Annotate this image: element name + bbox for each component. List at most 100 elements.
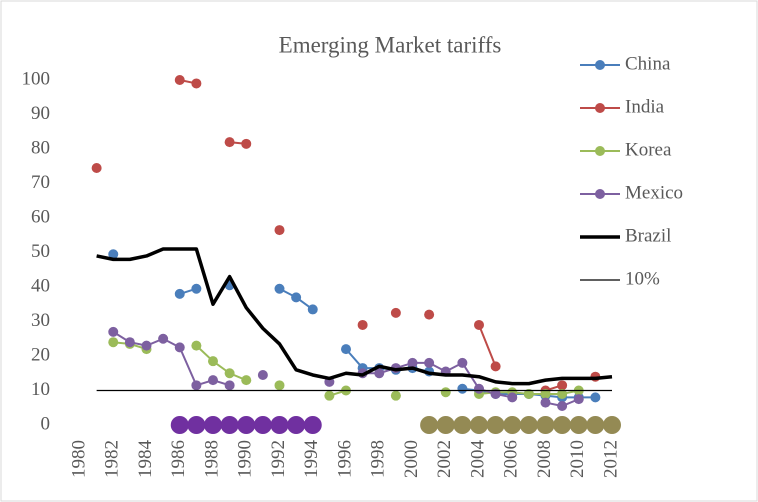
x-tick-label: 1994 <box>301 440 322 479</box>
data-point <box>440 387 451 398</box>
data-point <box>519 416 538 434</box>
chart-title: Emerging Market tariffs <box>279 32 502 57</box>
x-tick-label: 1996 <box>334 440 355 478</box>
data-point <box>174 288 185 299</box>
data-point <box>270 416 289 434</box>
legend-label: 10% <box>625 268 660 289</box>
data-point <box>291 292 302 303</box>
y-tick-label: 80 <box>31 137 50 158</box>
data-point <box>507 392 518 403</box>
y-tick-label: 30 <box>31 310 50 331</box>
y-tick-label: 90 <box>31 103 50 124</box>
data-point <box>287 416 306 434</box>
data-point <box>224 137 235 148</box>
data-point <box>536 416 555 434</box>
data-point <box>257 369 268 380</box>
data-point <box>224 380 235 391</box>
data-point <box>374 368 385 379</box>
data-point <box>220 416 239 434</box>
data-point <box>424 357 435 368</box>
data-point <box>453 416 472 434</box>
data-point <box>557 401 568 412</box>
data-point <box>108 326 119 337</box>
data-point <box>158 333 169 344</box>
legend-label: China <box>625 53 671 74</box>
y-tick-label: 60 <box>31 206 50 227</box>
data-point <box>603 416 621 434</box>
y-tick-label: 20 <box>31 344 50 365</box>
x-tick-label: 1980 <box>68 440 89 478</box>
legend-label: Brazil <box>625 225 671 246</box>
y-tick-label: 40 <box>31 275 50 296</box>
data-point <box>573 394 584 405</box>
data-point <box>569 416 588 434</box>
data-point <box>424 309 435 320</box>
data-point <box>108 249 119 260</box>
y-tick-label: 0 <box>41 413 51 434</box>
data-point <box>341 344 351 355</box>
data-point <box>241 138 252 149</box>
x-tick-label: 1998 <box>368 440 389 478</box>
data-point <box>208 375 218 386</box>
data-point <box>224 368 235 379</box>
data-point <box>474 383 484 394</box>
x-tick-label: 2006 <box>501 440 522 478</box>
legend-label: India <box>625 96 665 117</box>
data-point <box>486 416 505 434</box>
data-point <box>174 75 185 85</box>
data-point <box>457 357 468 368</box>
y-tick-label: 50 <box>31 241 50 262</box>
data-point <box>390 307 401 318</box>
data-point <box>407 357 418 368</box>
data-point <box>208 356 218 367</box>
data-point <box>124 337 135 348</box>
data-point <box>436 416 455 434</box>
data-point <box>191 340 202 351</box>
legend-label: Mexico <box>625 182 683 203</box>
data-point <box>191 283 202 294</box>
data-point <box>191 380 202 391</box>
data-point <box>174 342 185 353</box>
y-tick-label: 100 <box>22 68 51 89</box>
series-line <box>96 247 613 386</box>
x-tick-label: 1992 <box>268 440 289 478</box>
x-tick-label: 2002 <box>434 440 455 478</box>
data-point <box>253 416 272 434</box>
data-point <box>241 375 252 386</box>
data-point <box>237 416 256 434</box>
data-point <box>303 416 322 434</box>
x-tick-label: 2010 <box>567 440 588 478</box>
x-tick-label: 1982 <box>102 440 123 478</box>
data-point <box>523 388 534 399</box>
data-point <box>557 388 568 399</box>
data-point <box>191 78 202 89</box>
data-point <box>420 416 439 434</box>
legend-marker <box>595 189 605 199</box>
x-tick-label: 1990 <box>235 440 256 478</box>
x-tick-label: 1986 <box>168 440 189 478</box>
x-tick-label: 1984 <box>135 440 156 479</box>
x-tick-label: 2012 <box>600 440 621 478</box>
data-point <box>390 390 401 401</box>
x-tick-label: 2000 <box>401 440 422 478</box>
data-point <box>324 390 335 401</box>
data-point <box>274 380 285 391</box>
data-point <box>590 392 601 403</box>
legend-label: Korea <box>625 139 672 160</box>
data-point <box>586 416 605 434</box>
data-point <box>490 388 501 399</box>
legend-marker <box>595 60 605 70</box>
data-point <box>91 162 102 173</box>
data-point <box>141 340 152 351</box>
data-point <box>470 416 488 434</box>
legend-marker <box>595 146 605 156</box>
data-point <box>490 361 501 372</box>
y-tick-label: 70 <box>31 172 50 193</box>
y-tick-label: 10 <box>31 379 50 400</box>
x-tick-label: 2004 <box>467 440 488 479</box>
data-point <box>553 416 572 434</box>
data-point <box>204 416 222 434</box>
data-point <box>357 319 368 330</box>
data-point <box>474 319 484 330</box>
